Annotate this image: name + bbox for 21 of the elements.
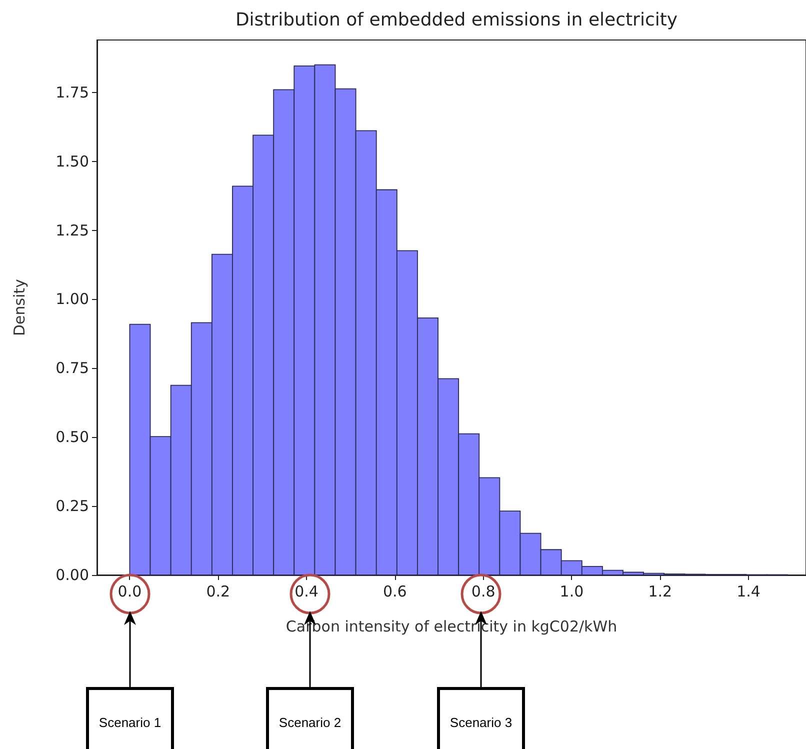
x-tick-label: 1.0 [560, 582, 584, 600]
y-tick-label: 1.00 [56, 290, 89, 308]
y-tick-label: 0.50 [56, 428, 89, 446]
x-tick-label: 1.4 [736, 582, 760, 600]
x-tick-label: 0.0 [118, 582, 142, 600]
text-box: Scenario 2 [266, 687, 354, 749]
text-box: Scenario 3 [437, 687, 525, 749]
x-tick-label: 0.6 [382, 582, 407, 600]
x-tick-label: 0.4 [294, 582, 318, 600]
x-tick-label: 0.8 [471, 582, 496, 600]
y-tick-label: 0.25 [56, 497, 89, 516]
y-tick-label: 1.25 [56, 221, 89, 240]
y-tick-label: 0.75 [56, 359, 89, 378]
y-axis-title: Density [10, 278, 28, 336]
x-tick-label: 0.2 [206, 582, 230, 600]
text-box: Scenario 1 [86, 687, 174, 749]
x-tick-label: 1.2 [648, 582, 672, 600]
y-tick-label: 1.75 [56, 83, 89, 102]
y-tick-label: 1.50 [56, 152, 89, 170]
y-tick-label: 0.00 [56, 566, 89, 584]
chart-title: Distribution of embedded emissions in electricity [235, 10, 678, 30]
